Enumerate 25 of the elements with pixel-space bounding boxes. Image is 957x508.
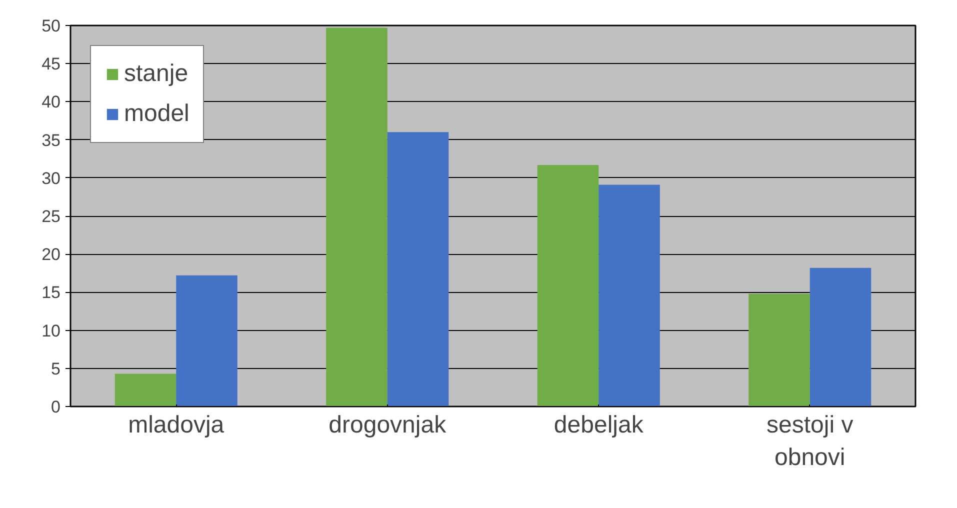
bar	[810, 268, 872, 406]
bar	[537, 164, 599, 406]
y-tick-label: 25	[42, 207, 61, 226]
y-tick-label: 35	[42, 130, 61, 150]
x-tick-label: drogovnjak	[328, 412, 448, 438]
y-tick-label: 50	[42, 16, 61, 36]
bar	[387, 132, 449, 406]
legend-label: stanje	[124, 60, 188, 88]
y-tick-label: 10	[42, 321, 61, 340]
bar	[598, 184, 660, 406]
y-tick-label: 30	[42, 168, 61, 188]
bar	[176, 275, 238, 406]
bar	[114, 374, 176, 406]
bar	[748, 294, 810, 406]
y-tick-label: 45	[42, 54, 61, 74]
x-tick-label: sestoji v obnovi	[766, 412, 854, 471]
y-tick-label: 0	[51, 398, 61, 416]
y-tick-label: 5	[51, 359, 61, 378]
y-tick-label: 15	[42, 283, 61, 302]
legend-label: model	[124, 100, 190, 128]
y-tick-label: 20	[42, 245, 61, 264]
x-tick-label: mladovja	[128, 412, 225, 438]
bar	[326, 28, 388, 406]
y-tick-label: 40	[42, 92, 61, 112]
x-tick-label: debeljak	[554, 412, 644, 438]
